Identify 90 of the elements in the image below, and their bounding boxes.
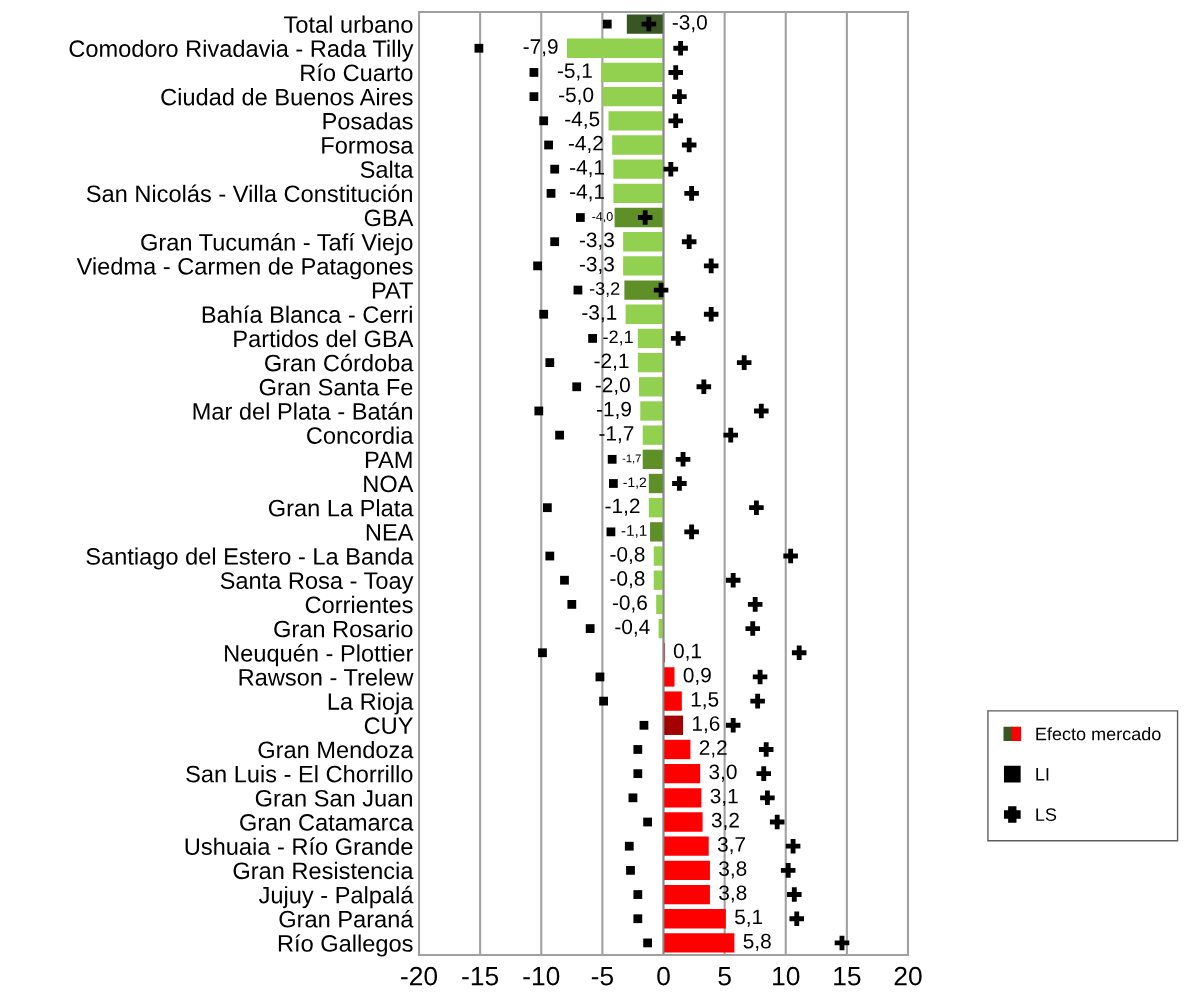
data-label: 5,8 (743, 933, 771, 951)
y-tick-label: Santiago del Estero - La Banda (86, 547, 414, 570)
data-label: 5,1 (735, 909, 763, 927)
y-tick-label: Santa Rosa - Toay (220, 572, 414, 594)
legend-label: LS (1036, 808, 1057, 821)
data-label: -2,1 (603, 330, 633, 346)
y-tick-label: Gran Mendoza (258, 740, 414, 759)
y-tick-label: Rawson - Trelew (239, 668, 414, 686)
data-label: 1,5 (691, 692, 719, 710)
y-tick-label: Posadas (323, 112, 413, 130)
data-label: -2,0 (595, 377, 630, 395)
y-tick-label: Gran San Juan (255, 789, 412, 807)
data-label: -1,7 (599, 426, 634, 444)
y-tick-label: Gran Resistencia (233, 861, 414, 880)
data-label: -4,5 (565, 111, 600, 129)
data-label: -1,2 (605, 498, 640, 516)
data-label: -0,4 (615, 619, 650, 637)
y-tick-label: CUY (364, 717, 413, 735)
y-tick-label: Formosa (322, 137, 414, 154)
y-tick-label: Total urbano (284, 15, 413, 33)
data-label: -2,1 (594, 353, 629, 371)
y-tick-label: Ciudad de Buenos Aires (161, 88, 413, 106)
x-tick-label: -10 (523, 966, 560, 986)
x-tick-label: 10 (773, 966, 800, 986)
data-label: -0,6 (612, 595, 647, 613)
data-label: -1,9 (596, 401, 631, 420)
x-tick-label: -20 (401, 966, 438, 986)
data-label: -4,0 (592, 212, 613, 223)
data-label: -1,1 (621, 525, 647, 538)
y-tick-label: NOA (364, 475, 414, 493)
x-tick-label: 20 (894, 966, 922, 986)
data-label: 3,2 (711, 812, 739, 831)
y-tick-label: Gran Córdoba (265, 353, 414, 372)
data-label: -7,9 (523, 39, 558, 57)
y-tick-label: NEA (366, 524, 414, 541)
x-tick-label: 0 (657, 966, 670, 986)
y-tick-label: Gran Catamarca (240, 814, 414, 831)
y-tick-label: Neuquén - Plottier (225, 644, 414, 667)
y-tick-label: PAM (365, 451, 412, 468)
y-tick-label: Gran Rosario (274, 620, 413, 638)
data-label: 3,8 (719, 861, 747, 879)
data-label: -5,1 (557, 63, 592, 81)
data-label: -4,1 (570, 184, 605, 202)
y-tick-label: Jujuy - Palpalá (258, 885, 414, 909)
y-tick-label: San Luis - El Chorrillo (186, 765, 413, 783)
y-tick-label: PAT (372, 282, 413, 299)
data-label: 0,9 (683, 667, 711, 685)
y-tick-label: Mar del Plata - Batán (193, 402, 412, 420)
y-tick-label: Gran Tucumán - Tafí Viejo (141, 233, 413, 256)
data-label: -3,1 (582, 305, 617, 323)
y-tick-label: Ushuaia - Río Grande (185, 837, 413, 855)
y-tick-label: GBA (364, 209, 414, 227)
y-tick-label: Río Cuarto (301, 63, 413, 82)
y-tick-label: San Nicolás - Villa Constitución (86, 184, 412, 203)
y-tick-label: Partidos del GBA (234, 329, 414, 348)
y-tick-label: Corrientes (305, 595, 413, 614)
y-tick-label: Gran Paraná (279, 909, 414, 928)
data-label: 3,7 (717, 837, 745, 855)
data-label: -3,2 (589, 282, 620, 298)
data-label: 0,1 (673, 643, 701, 661)
data-label: 3,0 (709, 764, 737, 782)
data-label: 2,2 (699, 740, 727, 758)
data-label: -3,0 (672, 14, 707, 33)
data-label: -5,0 (559, 87, 594, 105)
y-tick-label: Bahía Blanca - Cerri (202, 305, 412, 324)
data-label: 3,8 (719, 885, 747, 903)
x-tick-label: -15 (462, 967, 499, 986)
y-tick-label: Viedma - Carmen de Patagones (76, 257, 413, 280)
data-label: -0,8 (610, 571, 645, 589)
y-tick-label: Gran Santa Fe (259, 378, 413, 396)
legend-label: Efecto mercado (1036, 727, 1161, 741)
y-tick-label: Río Gallegos (278, 934, 413, 957)
x-tick-label: -5 (591, 967, 613, 986)
y-tick-label: Comodoro Rivadavia - Rada Tilly (69, 39, 414, 62)
data-label: 1,6 (692, 716, 720, 734)
y-tick-label: Concordia (307, 426, 414, 444)
data-label: -1,2 (623, 477, 647, 489)
legend-label: LI (1036, 768, 1049, 781)
data-label: -0,8 (610, 546, 645, 565)
data-label: -3,3 (579, 232, 614, 250)
x-tick-label: 5 (718, 967, 731, 986)
y-tick-label: Salta (360, 160, 414, 178)
data-label: -3,3 (579, 256, 614, 274)
x-tick-label: 15 (834, 967, 861, 986)
data-label: -4,1 (570, 160, 605, 178)
y-tick-label: La Rioja (328, 692, 414, 715)
data-label: -4,2 (568, 135, 603, 154)
y-tick-label: Gran La Plata (268, 499, 414, 517)
data-label: 3,1 (710, 788, 738, 806)
data-label: -1,7 (622, 454, 641, 464)
